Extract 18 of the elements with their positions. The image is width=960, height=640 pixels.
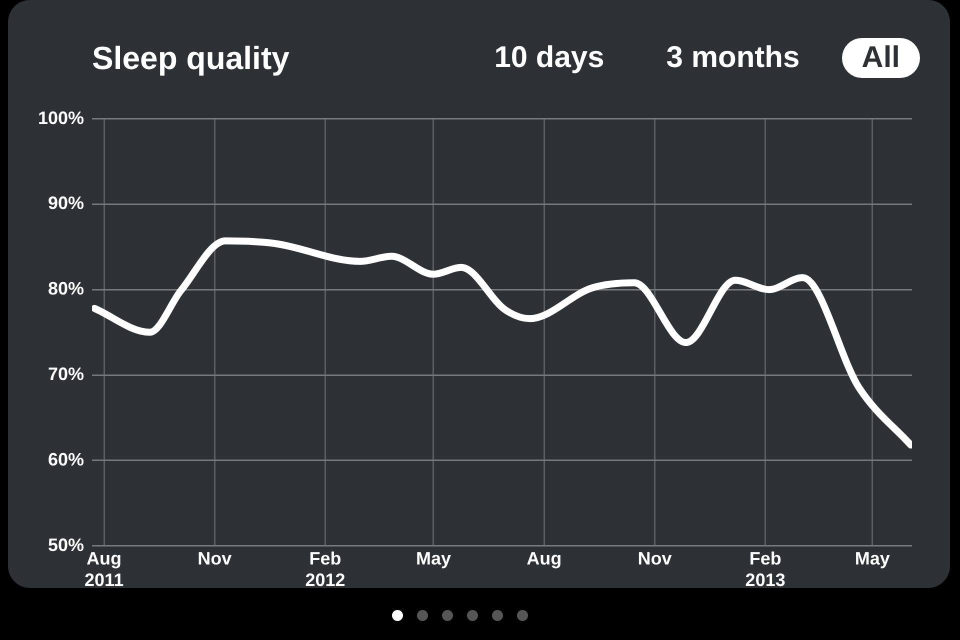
chart-title: Sleep quality bbox=[92, 40, 290, 77]
y-tick-label: 90% bbox=[48, 193, 84, 214]
y-tick-label: 100% bbox=[38, 108, 84, 128]
y-tick-label: 60% bbox=[48, 449, 84, 470]
x-tick-label: Nov bbox=[638, 548, 672, 569]
x-tick-label: Feb 2012 bbox=[305, 548, 346, 590]
x-tick-label: Feb 2013 bbox=[745, 548, 786, 590]
y-tick-label: 70% bbox=[48, 364, 84, 384]
x-tick-label: Aug 2011 bbox=[84, 548, 124, 590]
y-tick-label: 50% bbox=[48, 534, 84, 555]
x-tick-label: Aug bbox=[526, 548, 562, 569]
text: 3 months bbox=[665, 40, 801, 76]
text: All bbox=[842, 38, 920, 78]
y-tick-label: 80% bbox=[48, 278, 84, 299]
x-tick-label: May bbox=[416, 548, 451, 569]
text: 10 days bbox=[493, 40, 606, 76]
x-tick-label: Nov bbox=[198, 548, 232, 569]
x-tick-label: May bbox=[854, 548, 890, 569]
